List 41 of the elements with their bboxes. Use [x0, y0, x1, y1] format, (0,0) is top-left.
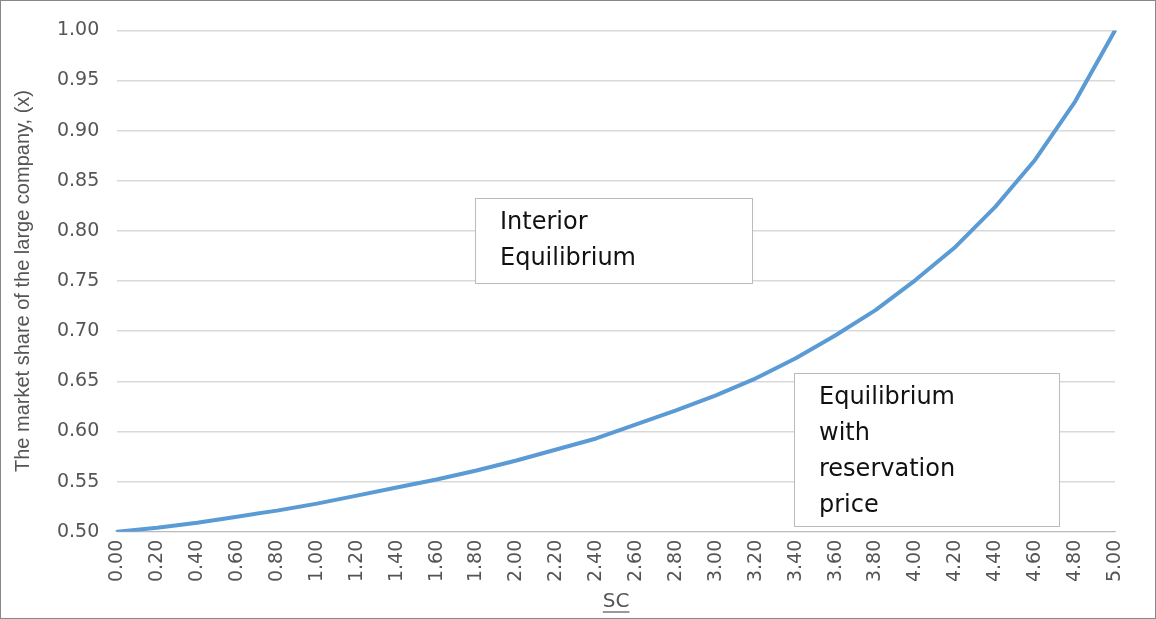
y-tick-label: 0.60 [56, 418, 100, 441]
text-box: Interior Equilibrium [475, 198, 753, 284]
x-tick-label: 1.00 [303, 539, 326, 583]
y-tick-label: 0.95 [56, 67, 100, 90]
x-tick-label: 0.20 [144, 539, 167, 583]
y-tick-label: 0.80 [56, 217, 100, 240]
y-axis-title: The market share of the large company, (x) [10, 90, 33, 473]
x-tick-label: 2.00 [503, 539, 526, 583]
x-tick-label: 1.60 [423, 539, 446, 583]
x-tick-label: 4.20 [942, 539, 965, 583]
y-tick-label: 0.70 [56, 318, 100, 341]
x-tick-label: 0.60 [223, 539, 246, 583]
y-tick-label: 0.50 [56, 518, 100, 541]
x-tick-label: 2.80 [662, 539, 685, 583]
x-tick-label: 3.40 [782, 539, 805, 583]
x-tick-label: 3.80 [862, 539, 885, 583]
y-tick-label: 1.00 [56, 17, 100, 40]
x-tick-label: 1.80 [463, 539, 486, 583]
text-box: Equilibrium with reservation price [794, 373, 1060, 527]
x-tick-label: 2.60 [623, 539, 646, 583]
x-axis-title: SC [602, 588, 630, 613]
x-tick-label: 4.40 [982, 539, 1005, 583]
x-tick-label: 3.20 [742, 539, 765, 583]
x-tick-label: 5.00 [1101, 539, 1124, 583]
y-tick-label: 0.65 [56, 368, 100, 391]
x-tick-label: 3.00 [702, 539, 725, 583]
y-tick-label: 0.55 [56, 468, 100, 491]
y-tick-label: 0.75 [56, 267, 100, 290]
x-tick-label: 4.00 [902, 539, 925, 583]
x-tick-label: 2.40 [583, 539, 606, 583]
x-tick-label: 0.00 [104, 539, 127, 583]
x-tick-label: 4.80 [1062, 539, 1085, 583]
y-tick-label: 0.90 [56, 117, 100, 140]
x-tick-label: 0.40 [184, 539, 207, 583]
x-tick-label: 1.20 [343, 539, 366, 583]
x-tick-label: 2.20 [543, 539, 566, 583]
x-tick-label: 1.40 [383, 539, 406, 583]
x-tick-label: 3.60 [822, 539, 845, 583]
x-tick-label: 4.60 [1022, 539, 1045, 583]
x-tick-label: 0.80 [263, 539, 286, 583]
y-tick-label: 0.85 [56, 167, 100, 190]
